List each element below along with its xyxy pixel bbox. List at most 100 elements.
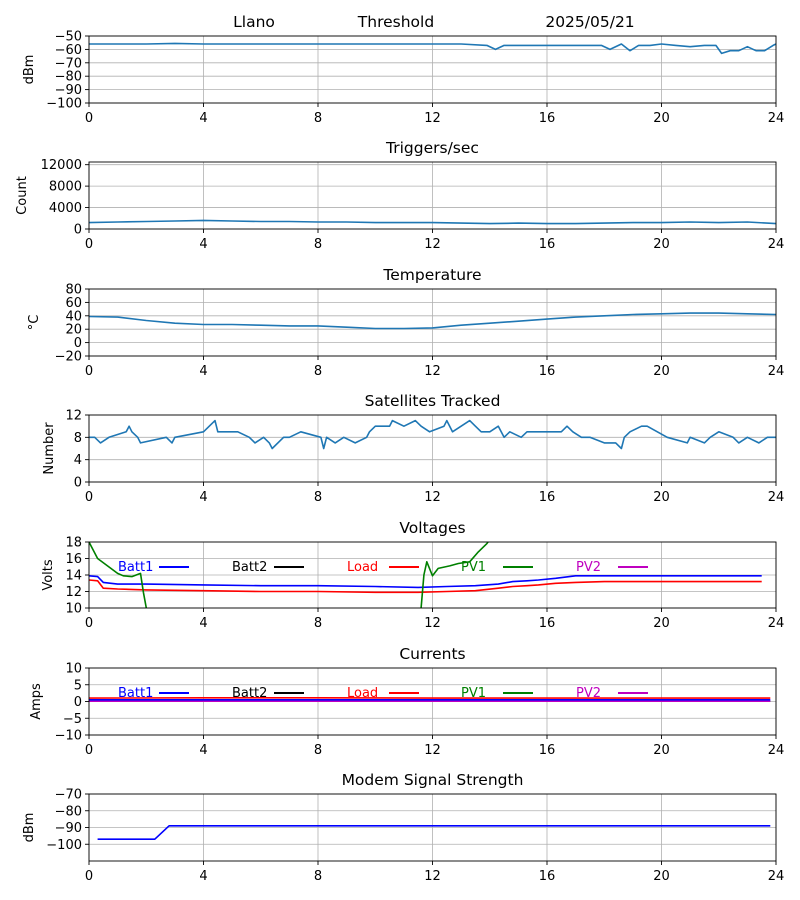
threshold-xtick-label: 20 bbox=[653, 111, 670, 126]
voltages-xtick-label: 20 bbox=[653, 616, 670, 631]
triggers-xtick-label: 20 bbox=[653, 237, 670, 252]
satellites-ylabel: Number bbox=[42, 422, 57, 475]
modem-ytick-label: −70 bbox=[55, 788, 82, 803]
currents-ytick-label: −10 bbox=[55, 729, 82, 744]
triggers-title: Triggers/sec bbox=[385, 139, 479, 157]
currents-xtick-label: 8 bbox=[314, 743, 322, 758]
voltages-ytick-label: 16 bbox=[65, 552, 82, 567]
temperature-series-line bbox=[89, 312, 776, 330]
satellites-panel: 0 4 8 12 16 20 24 0 4 8 12 Number Satellites Tracked bbox=[42, 392, 784, 505]
currents-legend-label: Batt1 bbox=[118, 686, 153, 701]
satellites-xtick-label: 4 bbox=[199, 490, 207, 505]
voltages-title: Voltages bbox=[399, 519, 465, 537]
modem-xtick-label: 8 bbox=[314, 869, 322, 884]
site-name: Llano bbox=[233, 13, 275, 31]
voltages-ylabel: Volts bbox=[41, 559, 56, 591]
temperature-ytick-label: −20 bbox=[55, 350, 82, 365]
currents-legend-label: Load bbox=[347, 686, 378, 701]
triggers-xtick-label: 4 bbox=[199, 237, 207, 252]
currents-ytick-label: 10 bbox=[65, 662, 82, 677]
modem-panel: 0 4 8 12 16 20 24 −100 −90 −80−70 dBm Modem Signal … bbox=[22, 771, 784, 884]
temperature-ytick-label: 20 bbox=[65, 323, 82, 338]
satellites-xtick-label: 16 bbox=[539, 490, 556, 505]
modem-xtick-label: 24 bbox=[768, 869, 785, 884]
currents-xtick-label: 16 bbox=[539, 743, 556, 758]
triggers-xtick-label: 16 bbox=[539, 237, 556, 252]
modem-ytick-label: −90 bbox=[55, 821, 82, 836]
voltages-ytick-label: 18 bbox=[65, 536, 82, 551]
currents-xtick-label: 0 bbox=[85, 743, 93, 758]
triggers-xtick-label: 12 bbox=[424, 237, 441, 252]
triggers-ytick-label: 4000 bbox=[49, 201, 82, 216]
currents-legend-label: PV2 bbox=[576, 686, 601, 701]
modem-ylabel: dBm bbox=[22, 813, 37, 843]
voltages-legend-label: PV1 bbox=[461, 560, 486, 575]
threshold-xtick-label: 8 bbox=[314, 111, 322, 126]
voltages-legend-label: Load bbox=[347, 560, 378, 575]
voltages-ytick-label: 12 bbox=[65, 585, 82, 600]
modem-ytick-label: −100 bbox=[46, 838, 82, 853]
modem-title: Modem Signal Strength bbox=[342, 771, 524, 789]
date-label: 2025/05/21 bbox=[545, 13, 634, 31]
temperature-xtick-label: 4 bbox=[199, 364, 207, 379]
satellites-title: Satellites Tracked bbox=[365, 392, 501, 410]
threshold-series-line bbox=[89, 42, 776, 55]
voltages-xtick-label: 4 bbox=[199, 616, 207, 631]
threshold-xtick-label: 12 bbox=[424, 111, 441, 126]
temperature-xtick-label: 16 bbox=[539, 364, 556, 379]
threshold-xtick-label: 0 bbox=[85, 111, 93, 126]
modem-series-line bbox=[97, 824, 771, 841]
satellites-ytick-label: 12 bbox=[65, 409, 82, 424]
currents-xtick-label: 4 bbox=[199, 743, 207, 758]
currents-xtick-label: 24 bbox=[768, 743, 785, 758]
threshold-xtick-label: 16 bbox=[539, 111, 556, 126]
modem-xtick-label: 20 bbox=[653, 869, 670, 884]
satellites-xtick-label: 8 bbox=[314, 490, 322, 505]
currents-ytick-label: −5 bbox=[63, 712, 82, 727]
triggers-xtick-label: 8 bbox=[314, 237, 322, 252]
temperature-ytick-label: 0 bbox=[74, 336, 82, 351]
currents-legend-label: Batt2 bbox=[232, 686, 267, 701]
threshold-panel: 0 4 8 12 16 20 24 −100−90−80−70−60−50 dBm bbox=[22, 30, 784, 127]
threshold-ytick-label: −60 bbox=[55, 43, 82, 58]
temperature-xtick-label: 12 bbox=[424, 364, 441, 379]
temperature-ytick-label: 60 bbox=[65, 296, 82, 311]
currents-legend-label: PV1 bbox=[461, 686, 486, 701]
currents-ytick-label: 5 bbox=[74, 678, 82, 693]
voltages-series-pv1 bbox=[89, 542, 490, 608]
currents-xtick-label: 20 bbox=[653, 743, 670, 758]
triggers-panel: 0 4 8 12 16 20 24 0 4000 8000 12000 Count Triggers/s… bbox=[15, 139, 784, 252]
voltages-legend-label: Batt1 bbox=[118, 560, 153, 575]
voltages-legend-label: Batt2 bbox=[232, 560, 267, 575]
satellites-ytick-label: 0 bbox=[74, 476, 82, 491]
temperature-xtick-label: 8 bbox=[314, 364, 322, 379]
threshold-ytick-label: −70 bbox=[55, 56, 82, 71]
satellites-ytick-label: 4 bbox=[74, 453, 82, 468]
satellites-series-line bbox=[89, 419, 776, 450]
satellites-xtick-label: 0 bbox=[85, 490, 93, 505]
mode-name: Threshold bbox=[357, 13, 434, 31]
threshold-ylabel: dBm bbox=[22, 55, 37, 85]
currents-title: Currents bbox=[399, 645, 465, 663]
temperature-ylabel: °C bbox=[27, 315, 42, 331]
modem-xtick-label: 4 bbox=[199, 869, 207, 884]
voltages-ytick-label: 10 bbox=[65, 602, 82, 617]
temperature-ytick-label: 80 bbox=[65, 283, 82, 298]
voltages-series-load bbox=[89, 579, 762, 594]
currents-panel: 0 4 8 12 16 20 24 −10 −5 0 510 Amps Currents Batt1 Bat… bbox=[29, 645, 784, 758]
voltages-xtick-label: 12 bbox=[424, 616, 441, 631]
modem-xtick-label: 0 bbox=[85, 869, 93, 884]
satellites-xtick-label: 20 bbox=[653, 490, 670, 505]
currents-ytick-label: 0 bbox=[74, 695, 82, 710]
temperature-xtick-label: 24 bbox=[768, 364, 785, 379]
triggers-xtick-label: 24 bbox=[768, 237, 785, 252]
threshold-ytick-label: −80 bbox=[55, 70, 82, 85]
voltages-ytick-label: 14 bbox=[65, 569, 82, 584]
voltages-legend-label: PV2 bbox=[576, 560, 601, 575]
threshold-ytick-label: −100 bbox=[46, 97, 82, 112]
threshold-xtick-label: 24 bbox=[768, 111, 785, 126]
temperature-xtick-label: 0 bbox=[85, 364, 93, 379]
